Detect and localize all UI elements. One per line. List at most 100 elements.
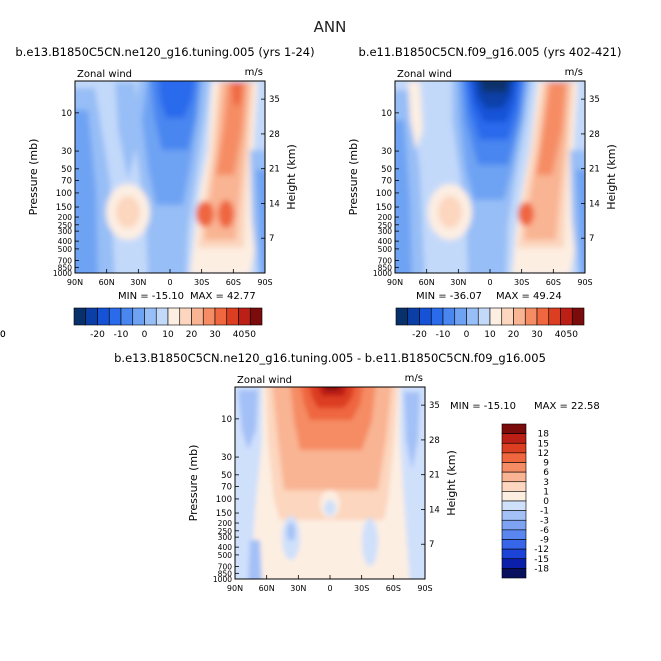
colorbar-swatch — [97, 307, 110, 326]
colorbar-swatch — [238, 307, 251, 326]
panel-a-contour — [196, 201, 214, 227]
y2-axis-label: Height (km) — [285, 144, 298, 210]
colorbar-label: 9 — [543, 459, 549, 469]
y2-tick-label: 35 — [269, 95, 280, 105]
colorbar-label: -20 — [90, 330, 105, 340]
panel-diff-contour — [324, 500, 336, 516]
colorbar-swatch — [501, 442, 527, 454]
y2-tick-label: 14 — [269, 199, 280, 209]
panel-a-contour — [115, 82, 138, 180]
panel-b-contour — [536, 82, 566, 175]
x-tick-label: 60S — [546, 278, 561, 287]
colorbar-swatch — [501, 500, 527, 511]
panel-a-contour — [75, 110, 98, 273]
panel-diff-contour — [248, 540, 262, 579]
colorbar-label: 50 — [245, 330, 257, 340]
x-tick-label: 90S — [257, 278, 272, 287]
colorbar-swatch — [524, 307, 538, 326]
y-axis-label: Pressure (mb) — [347, 139, 360, 216]
y-tick-label: 1000 — [213, 575, 232, 584]
y-tick-label: 500 — [58, 245, 73, 254]
y-tick-label: 700 — [58, 257, 73, 266]
y-tick-label: 100 — [216, 495, 232, 505]
panel-b-colorbar: -20-100102030405070 — [0, 307, 585, 340]
colorbar-label: 20 — [508, 330, 520, 340]
y-tick-label: 500 — [218, 551, 233, 560]
colorbar-label: 0 — [543, 497, 549, 507]
panel-diff: b.e13.B1850C5CN.ne120_g16.tuning.005 - b… — [114, 351, 600, 593]
y-tick-label: 70 — [221, 483, 232, 493]
y-tick-label: 50 — [221, 471, 232, 481]
colorbar-label: -9 — [540, 536, 549, 546]
x-tick-label: 30N — [450, 278, 466, 287]
y-axis-label: Pressure (mb) — [27, 139, 40, 216]
figure-title: ANN — [314, 18, 347, 36]
colorbar-label: 70 — [0, 330, 6, 340]
panel-b: b.e11.B1850C5CN.f09_g16.005 (yrs 402-421… — [0, 45, 621, 340]
x-tick-label: 90N — [227, 584, 243, 593]
x-tick-label: 60S — [226, 278, 241, 287]
colorbar-swatch — [132, 307, 145, 326]
y-tick-label: 700 — [218, 563, 233, 572]
colorbar-swatch — [226, 307, 239, 326]
colorbar-label: 18 — [538, 430, 550, 440]
panel-a-contour — [216, 82, 246, 175]
y-tick-label: 100 — [56, 189, 72, 199]
panel-diff-contour — [235, 387, 262, 579]
colorbar-swatch — [144, 307, 157, 326]
panel-b-min-label: MIN = -36.07 — [416, 291, 482, 302]
colorbar-swatch — [501, 423, 527, 434]
colorbar-swatch — [501, 307, 514, 326]
colorbar-swatch — [489, 307, 503, 326]
panel-diff-contour — [404, 392, 420, 470]
panel-diff-title: b.e13.B1850C5CN.ne120_g16.tuning.005 - b… — [114, 351, 546, 365]
panel-b-contour — [479, 81, 509, 92]
colorbar-label: 40 — [233, 330, 245, 340]
y-tick-label: 300 — [218, 533, 233, 542]
y-tick-label: 150 — [56, 203, 72, 213]
y2-tick-label: 28 — [589, 130, 600, 140]
y-tick-label: 10 — [221, 415, 232, 425]
colorbar-label: 30 — [531, 330, 543, 340]
panel-a-units: m/s — [245, 67, 263, 78]
panel-diff-min-label: MIN = -15.10 — [450, 401, 516, 412]
colorbar-swatch — [513, 307, 526, 326]
y2-tick-label: 21 — [269, 165, 280, 175]
y-tick-label: 150 — [376, 203, 392, 213]
colorbar-swatch — [120, 307, 134, 326]
y2-tick-label: 35 — [589, 95, 600, 105]
y-tick-label: 200 — [58, 213, 73, 222]
x-tick-label: 0 — [167, 278, 172, 287]
y2-tick-label: 14 — [589, 199, 600, 209]
colorbar-label: -20 — [412, 330, 427, 340]
y2-tick-label: 28 — [269, 130, 280, 140]
y-tick-label: 700 — [378, 257, 393, 266]
colorbar-label: 50 — [567, 330, 579, 340]
colorbar-swatch — [571, 307, 585, 326]
panel-a-contour — [256, 170, 265, 273]
colorbar-swatch — [155, 307, 169, 326]
x-tick-label: 0 — [487, 278, 492, 287]
y2-tick-label: 21 — [429, 471, 440, 481]
y-tick-label: 70 — [61, 177, 72, 187]
panel-b-max-label: MAX = 49.24 — [496, 291, 562, 302]
x-tick-label: 30S — [354, 584, 369, 593]
colorbar-label: 10 — [162, 330, 174, 340]
panel-b-units: m/s — [565, 67, 583, 78]
panel-a-axes: 1030507010015020025030040050070085010003… — [27, 95, 298, 287]
panel-diff-contour — [362, 518, 378, 566]
y2-tick-label: 7 — [429, 540, 434, 550]
y-tick-label: 250 — [58, 221, 73, 230]
y-tick-label: 200 — [378, 213, 393, 222]
y-tick-label: 30 — [61, 147, 72, 157]
colorbar-label: -18 — [534, 564, 549, 574]
y-tick-label: 100 — [376, 189, 392, 199]
panel-b-variable-label: Zonal wind — [397, 69, 452, 80]
colorbar-label: -12 — [534, 545, 549, 555]
y-tick-label: 30 — [221, 453, 232, 463]
panel-b-contour — [576, 170, 585, 273]
y-tick-label: 300 — [58, 227, 73, 236]
panel-diff-field — [235, 387, 425, 579]
